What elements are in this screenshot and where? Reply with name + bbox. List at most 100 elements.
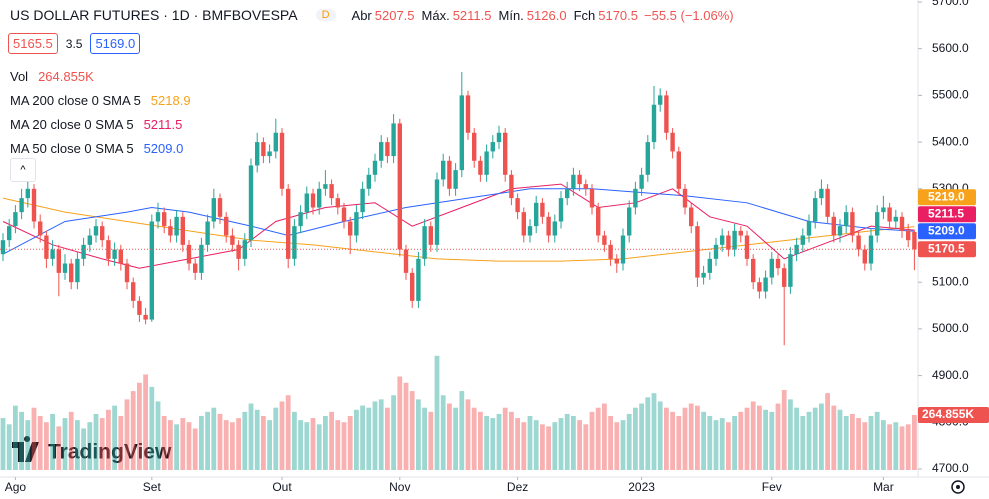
candle-body — [496, 132, 502, 143]
volume-bar — [763, 409, 768, 470]
candle-body — [627, 207, 632, 236]
volume-bar — [230, 422, 235, 470]
candle-body — [174, 216, 179, 236]
x-tick-label: Dez — [507, 480, 528, 494]
volume-bar — [304, 422, 310, 470]
candle-body — [639, 174, 644, 189]
volume-badge-label: 264.855K — [922, 407, 974, 421]
candle-body — [217, 198, 223, 217]
price-badge — [918, 241, 976, 258]
candle-body — [713, 244, 719, 259]
volume-bar — [267, 420, 272, 470]
volume-bar — [248, 403, 254, 470]
candle-body — [329, 184, 334, 199]
volume-bar — [174, 424, 179, 470]
volume-bar — [385, 407, 390, 470]
gear[interactable] — [951, 480, 965, 494]
volume-bar — [794, 407, 799, 470]
volume-bar — [707, 416, 713, 470]
logo-mark — [12, 436, 39, 462]
candle-body — [813, 198, 818, 222]
candle-body — [788, 254, 793, 287]
candle-body — [279, 132, 285, 189]
ohlc-value: 5170.5 — [598, 7, 638, 23]
volume-bar — [223, 420, 229, 470]
settings-icon[interactable] — [951, 480, 965, 494]
candle-body — [149, 221, 154, 320]
candle-body — [354, 212, 359, 236]
candle-body — [242, 240, 247, 259]
candle-body — [7, 226, 12, 241]
volume-bar — [633, 407, 638, 470]
candle-body — [546, 216, 551, 236]
price-badge-label: 5219.0 — [928, 189, 965, 203]
ma-line — [2, 183, 915, 269]
candle-body — [453, 170, 458, 189]
volume-bar — [676, 416, 682, 470]
candle-body — [472, 132, 477, 161]
candle-body — [552, 221, 557, 236]
volume-bar — [583, 424, 589, 470]
candle-body — [255, 142, 260, 166]
candle-body — [782, 268, 787, 287]
volume-bar — [118, 416, 124, 470]
volume-bar — [502, 407, 508, 470]
volume-bar — [459, 391, 465, 470]
ask[interactable]: 5169.0 — [90, 33, 141, 54]
collapse-button[interactable]: ^ — [10, 158, 36, 182]
candle-body — [658, 95, 663, 105]
volume-bar — [62, 418, 68, 470]
candle-body — [459, 95, 464, 171]
candle-body — [267, 151, 272, 157]
candle-body — [825, 188, 830, 217]
candle-body — [769, 258, 774, 278]
volume-bar — [775, 403, 781, 470]
volume-bar — [87, 422, 93, 470]
candle-body — [124, 263, 130, 283]
candle-body — [143, 314, 148, 320]
volume-bar — [180, 418, 186, 470]
candle-body — [434, 179, 440, 245]
volume-bar — [577, 420, 582, 470]
volume-bar — [887, 424, 892, 470]
candle-body — [676, 151, 681, 189]
bid[interactable]: 5165.5 — [8, 33, 58, 54]
legend-label: Vol — [10, 68, 29, 84]
x-tick-label: 2023 — [628, 480, 655, 494]
volume-bar — [347, 416, 353, 470]
legend-value: 5209.0 — [143, 140, 184, 156]
candle-body — [19, 198, 24, 213]
candle-body — [391, 123, 396, 157]
candle-body — [323, 184, 328, 189]
candle-body — [372, 160, 378, 175]
candle-body — [131, 282, 136, 301]
candle-body — [112, 249, 117, 259]
volume-bar — [465, 399, 471, 470]
volume-bar — [713, 420, 719, 470]
volume-bar — [335, 420, 341, 470]
volume-bar — [589, 411, 595, 470]
volume-bar — [595, 407, 601, 470]
candle-body — [540, 202, 545, 217]
gear-hub — [956, 485, 960, 489]
volume-bar — [205, 411, 210, 470]
candle-body — [912, 231, 917, 250]
volume-bar — [279, 401, 285, 470]
market-badge[interactable]: D — [315, 9, 336, 21]
candle-body — [732, 230, 737, 250]
volume-bar — [440, 395, 446, 470]
volume-bar — [558, 418, 564, 470]
legend-label: MA 50 close 0 SMA 5 — [10, 140, 134, 156]
candle-body — [360, 188, 365, 213]
volume-bar — [533, 420, 539, 470]
candle-body — [38, 221, 43, 236]
ohlc-value: 5126.0 — [526, 7, 567, 23]
legend-volume: Vol 264.855K — [10, 64, 191, 88]
volume-bar — [161, 416, 167, 470]
volume-bar — [812, 407, 818, 470]
candle-body — [348, 221, 353, 236]
volume-bar — [608, 416, 613, 470]
volume-bar — [552, 422, 558, 470]
